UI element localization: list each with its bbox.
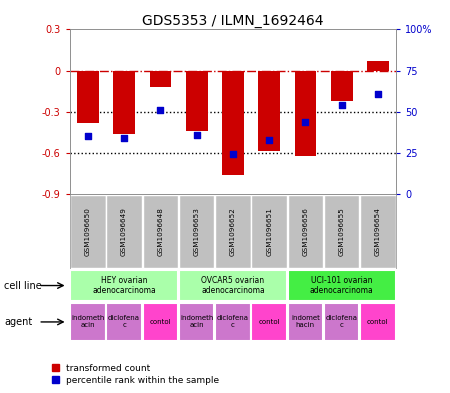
Bar <box>294 71 316 156</box>
Text: agent: agent <box>4 317 33 327</box>
Text: GSM1096655: GSM1096655 <box>338 207 345 256</box>
Bar <box>113 71 135 134</box>
Bar <box>222 71 244 175</box>
FancyBboxPatch shape <box>70 303 106 341</box>
Text: contol: contol <box>367 319 389 325</box>
Bar <box>258 71 280 151</box>
Text: GSM1096656: GSM1096656 <box>302 207 308 256</box>
Text: cell line: cell line <box>4 281 42 290</box>
Point <box>157 107 164 113</box>
FancyBboxPatch shape <box>252 303 287 341</box>
FancyBboxPatch shape <box>215 195 251 268</box>
FancyBboxPatch shape <box>288 303 323 341</box>
Bar <box>331 71 352 101</box>
Bar <box>149 71 171 87</box>
FancyBboxPatch shape <box>215 303 251 341</box>
Text: HEY ovarian
adenocarcinoma: HEY ovarian adenocarcinoma <box>92 276 156 295</box>
Title: GDS5353 / ILMN_1692464: GDS5353 / ILMN_1692464 <box>142 15 324 28</box>
Text: contol: contol <box>149 319 171 325</box>
FancyBboxPatch shape <box>70 270 178 301</box>
FancyBboxPatch shape <box>179 270 287 301</box>
FancyBboxPatch shape <box>70 195 106 268</box>
Text: GSM1096648: GSM1096648 <box>158 207 163 256</box>
Text: indometh
acin: indometh acin <box>180 316 213 329</box>
FancyBboxPatch shape <box>179 195 214 268</box>
Text: diclofena
c: diclofena c <box>326 316 358 329</box>
Text: diclofena
c: diclofena c <box>217 316 249 329</box>
Point <box>121 135 128 141</box>
FancyBboxPatch shape <box>288 195 323 268</box>
Point <box>374 90 382 97</box>
Text: indometh
acin: indometh acin <box>71 316 104 329</box>
Point <box>338 102 345 108</box>
FancyBboxPatch shape <box>360 195 396 268</box>
FancyBboxPatch shape <box>288 270 396 301</box>
Text: diclofena
c: diclofena c <box>108 316 140 329</box>
Bar <box>367 61 389 71</box>
FancyBboxPatch shape <box>143 195 178 268</box>
Bar <box>186 71 207 131</box>
Text: GSM1096652: GSM1096652 <box>230 207 236 256</box>
FancyBboxPatch shape <box>360 303 396 341</box>
Text: GSM1096654: GSM1096654 <box>375 207 381 256</box>
FancyBboxPatch shape <box>143 303 178 341</box>
Text: contol: contol <box>258 319 280 325</box>
Point <box>84 133 91 140</box>
FancyBboxPatch shape <box>324 195 360 268</box>
Text: OVCAR5 ovarian
adenocarcinoma: OVCAR5 ovarian adenocarcinoma <box>201 276 265 295</box>
FancyBboxPatch shape <box>252 195 287 268</box>
Text: GSM1096653: GSM1096653 <box>194 207 200 256</box>
Legend: transformed count, percentile rank within the sample: transformed count, percentile rank withi… <box>52 364 219 385</box>
Point <box>193 132 200 138</box>
Text: GSM1096649: GSM1096649 <box>121 207 127 256</box>
FancyBboxPatch shape <box>179 303 214 341</box>
Text: indomet
hacin: indomet hacin <box>291 316 320 329</box>
Text: UCI-101 ovarian
adenocarcinoma: UCI-101 ovarian adenocarcinoma <box>310 276 374 295</box>
Point <box>266 136 273 143</box>
FancyBboxPatch shape <box>106 195 142 268</box>
FancyBboxPatch shape <box>324 303 360 341</box>
Bar <box>77 71 99 123</box>
Point <box>229 151 237 158</box>
FancyBboxPatch shape <box>106 303 142 341</box>
Text: GSM1096651: GSM1096651 <box>266 207 272 256</box>
Text: GSM1096650: GSM1096650 <box>85 207 91 256</box>
Point <box>302 118 309 125</box>
